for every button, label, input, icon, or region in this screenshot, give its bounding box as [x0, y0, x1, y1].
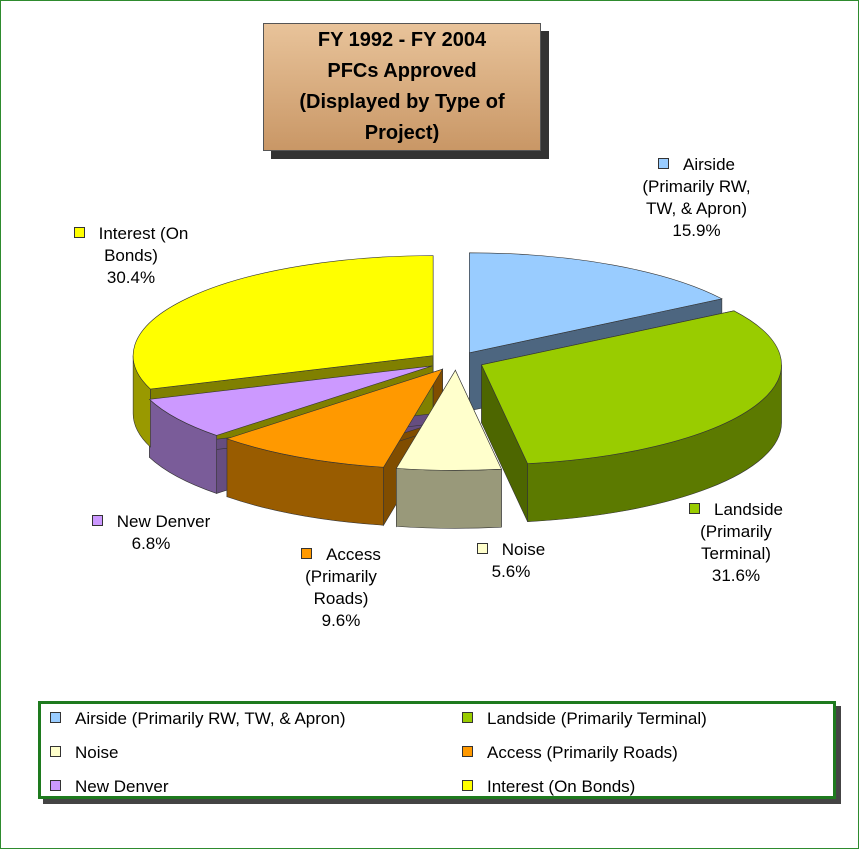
data-label-category: Airside (Primarily RW, TW, & Apron) — [642, 155, 751, 218]
data-label-name: Noise — [466, 539, 556, 561]
pie-area — [132, 252, 782, 529]
data-label-name: Access (Primarily Roads) — [286, 544, 396, 610]
data-label-marker — [688, 503, 700, 514]
data-label-name: New Denver — [71, 511, 231, 533]
legend-item: Airside (Primarily RW, TW, & Apron) — [50, 709, 345, 729]
title-line: PFCs Approved — [327, 60, 477, 82]
data-label-name: Airside (Primarily RW, TW, & Apron) — [629, 154, 764, 220]
legend: Airside (Primarily RW, TW, & Apron) Lands… — [38, 701, 836, 799]
slice — [481, 310, 782, 464]
data-label-marker — [476, 543, 488, 554]
legend-item: Landside (Primarily Terminal) — [462, 709, 707, 729]
slice — [226, 368, 444, 468]
data-label-marker — [91, 515, 103, 526]
data-label-value: 6.8% — [131, 534, 171, 553]
data-label-value: 30.4% — [106, 268, 156, 287]
data-label-category: Interest (On Bonds) — [98, 224, 189, 265]
data-label-marker — [301, 548, 313, 559]
title-line: FY 1992 - FY 2004 — [317, 29, 487, 51]
legend-label: New Denver — [75, 777, 169, 796]
data-label-category: Noise — [501, 540, 546, 559]
data-label: New Denver 6.8% — [71, 511, 231, 555]
data-label-name: Interest (On Bonds) — [61, 223, 201, 267]
chart-title: FY 1992 - FY 2004 PFCs Approved (Displayed… — [263, 23, 541, 151]
data-label-marker — [658, 158, 670, 169]
legend-marker — [50, 712, 61, 723]
legend-marker — [462, 712, 473, 723]
data-label-value: 5.6% — [491, 562, 531, 581]
slice — [395, 369, 502, 471]
title-line: (Displayed by Type of Project) — [299, 91, 505, 144]
data-label-name: Landside (Primarily Terminal) — [681, 499, 791, 565]
legend-item: Noise — [50, 743, 118, 763]
legend-marker — [50, 780, 61, 791]
legend-label: Interest (On Bonds) — [487, 777, 636, 796]
slice — [132, 255, 434, 390]
legend-label: Noise — [75, 743, 119, 762]
data-label-value: 9.6% — [321, 611, 361, 630]
legend-item: New Denver — [50, 777, 169, 797]
data-label: Interest (On Bonds) 30.4% — [61, 223, 201, 289]
legend-label: Landside (Primarily Terminal) — [487, 709, 707, 728]
legend-label: Airside (Primarily RW, TW, & Apron) — [75, 709, 346, 728]
slice — [148, 365, 433, 436]
slice — [469, 252, 723, 354]
slice-tops — [132, 252, 782, 471]
legend-item: Access (Primarily Roads) — [462, 743, 678, 763]
data-label: Access (Primarily Roads) 9.6% — [286, 544, 396, 632]
legend-marker — [462, 780, 473, 791]
legend-item: Interest (On Bonds) — [462, 777, 635, 797]
data-label: Noise 5.6% — [466, 539, 556, 583]
data-label-category: New Denver — [116, 512, 211, 531]
data-label-category: Access (Primarily Roads) — [305, 545, 381, 608]
legend-marker — [50, 746, 61, 757]
data-label-value: 15.9% — [672, 221, 721, 240]
slice-side — [396, 468, 502, 529]
data-label: Airside (Primarily RW, TW, & Apron) 15.9% — [629, 154, 764, 242]
legend-marker — [462, 746, 473, 757]
data-label-value: 31.6% — [711, 566, 761, 585]
legend-label: Access (Primarily Roads) — [487, 743, 678, 762]
data-label-marker — [73, 227, 85, 238]
data-label: Landside (Primarily Terminal) 31.6% — [681, 499, 791, 587]
data-label-category: Landside (Primarily Terminal) — [700, 500, 783, 563]
